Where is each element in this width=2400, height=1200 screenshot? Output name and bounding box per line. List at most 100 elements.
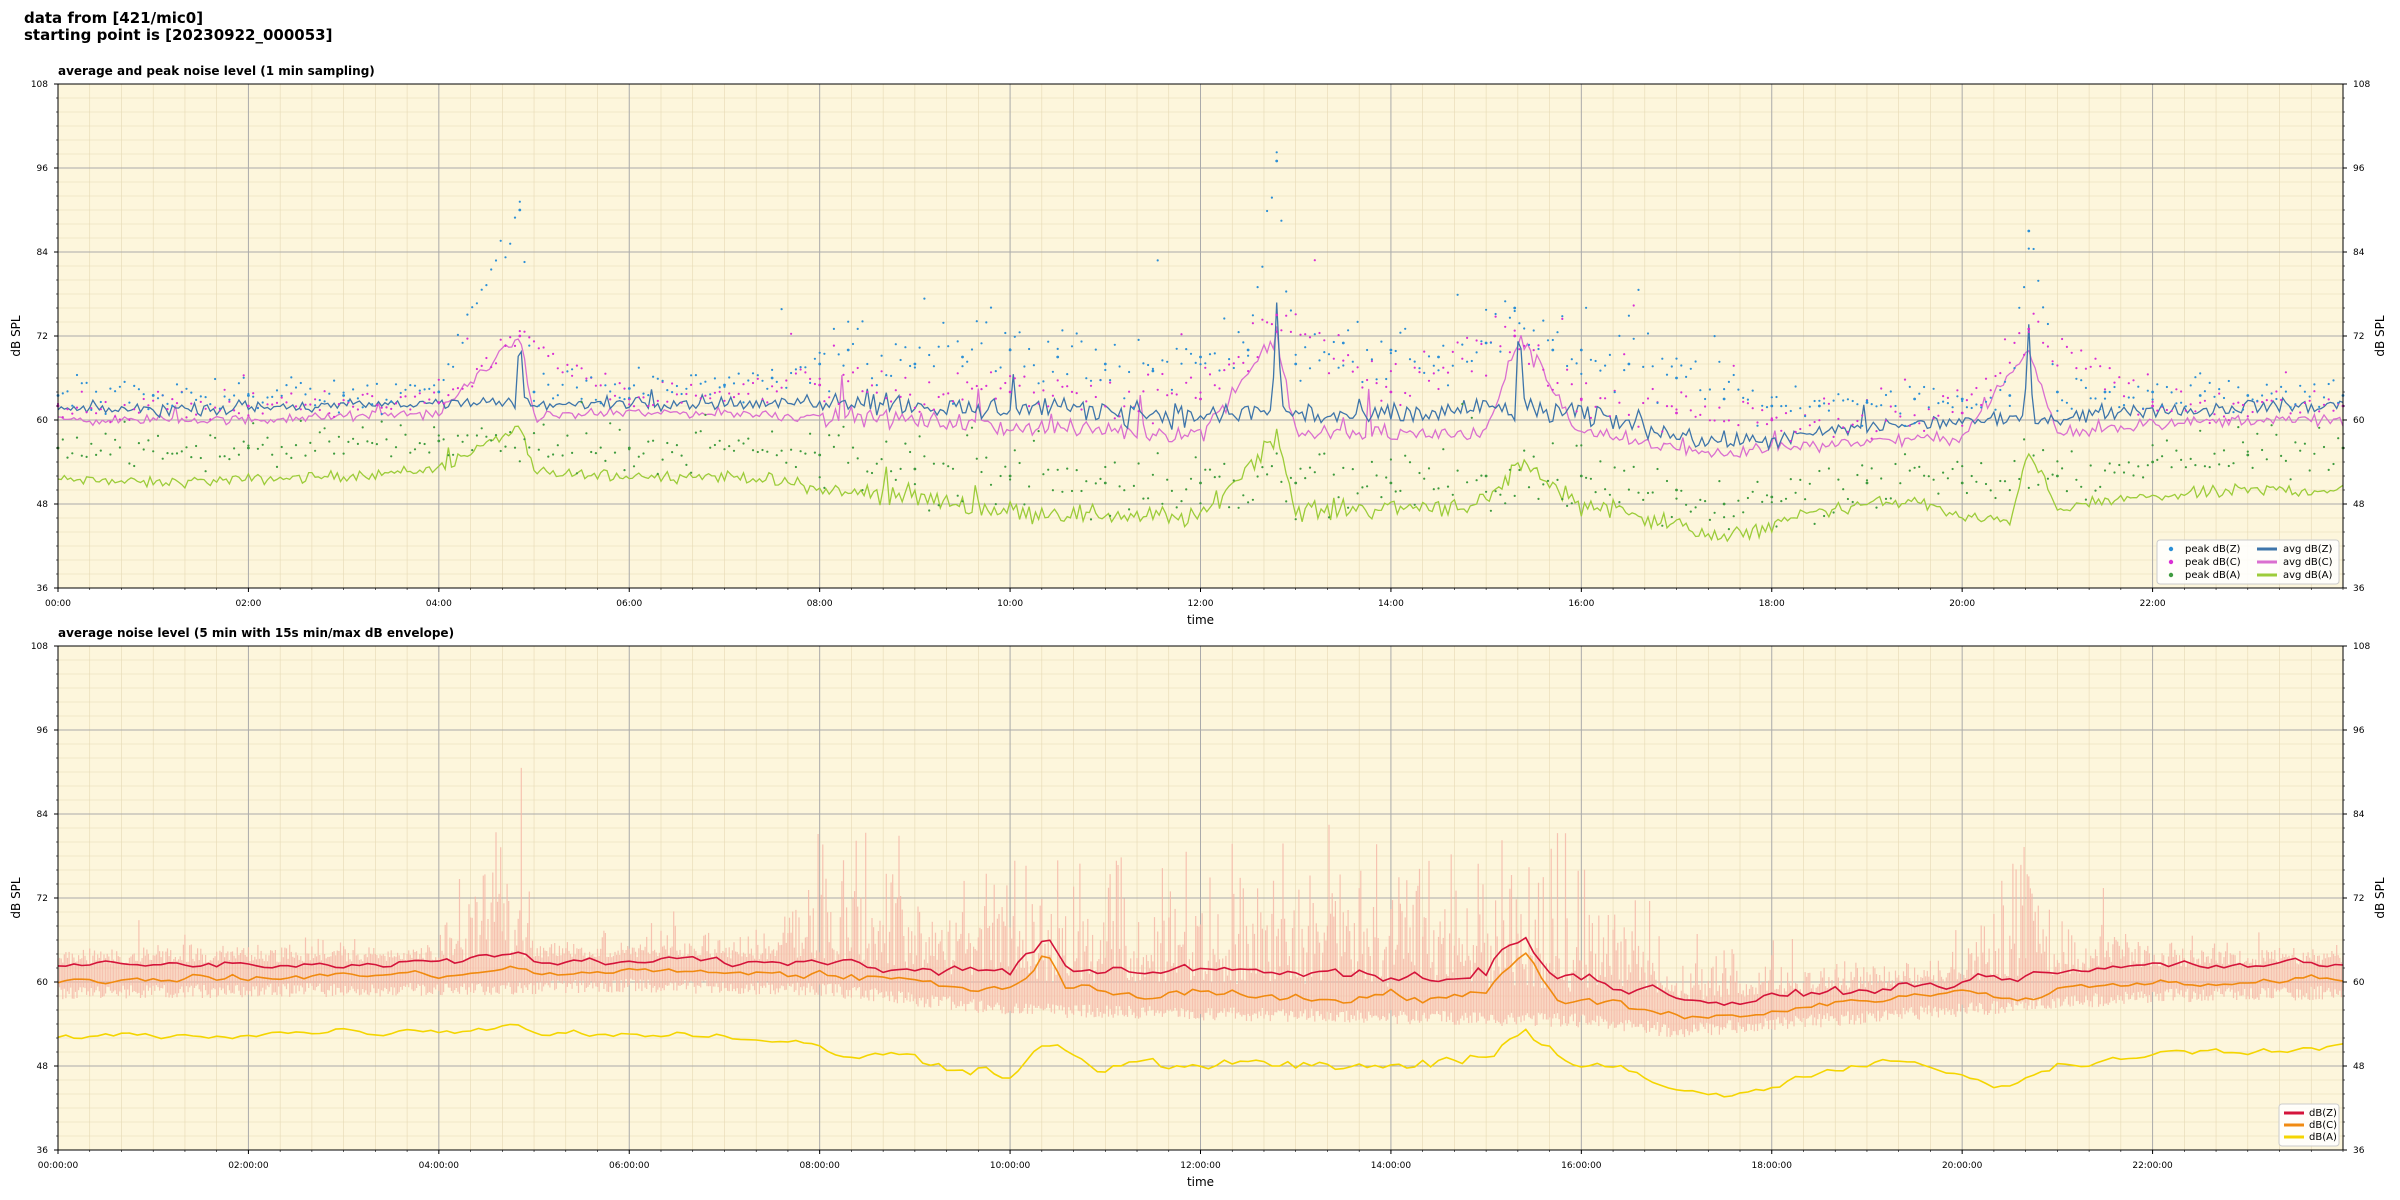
data-point xyxy=(2165,408,2168,412)
data-point xyxy=(1970,474,1973,478)
data-point xyxy=(2089,365,2092,368)
data-point xyxy=(1437,355,1440,359)
data-point xyxy=(2275,397,2278,401)
data-point xyxy=(1789,440,1792,443)
data-point xyxy=(1913,466,1916,469)
data-point xyxy=(2084,386,2087,389)
data-point xyxy=(1342,359,1345,362)
data-point xyxy=(1275,151,1278,154)
data-point xyxy=(1856,473,1859,477)
data-point xyxy=(156,434,160,437)
data-point xyxy=(704,394,707,397)
data-point xyxy=(851,342,855,346)
data-point xyxy=(1999,372,2002,375)
data-point xyxy=(909,393,912,396)
data-point xyxy=(1646,397,1650,400)
data-point xyxy=(1751,407,1754,410)
data-point xyxy=(1665,405,1669,408)
data-point xyxy=(1694,415,1697,418)
y-tick-label-right: 72 xyxy=(2353,332,2364,342)
data-point xyxy=(1032,391,1035,394)
data-point xyxy=(1337,366,1340,369)
data-point xyxy=(2127,382,2130,385)
data-point xyxy=(1218,387,1221,390)
data-point xyxy=(747,392,750,395)
data-point xyxy=(632,405,636,408)
data-point xyxy=(604,459,607,462)
data-point xyxy=(185,387,188,390)
data-point xyxy=(2180,458,2183,461)
data-point xyxy=(1423,477,1426,480)
data-point xyxy=(2203,390,2206,393)
data-point xyxy=(1347,354,1350,357)
data-point xyxy=(1028,485,1031,488)
data-point xyxy=(1013,449,1016,452)
data-point xyxy=(1337,496,1340,499)
data-point xyxy=(342,399,345,402)
data-point xyxy=(1118,485,1121,488)
data-point xyxy=(1194,361,1197,364)
data-point xyxy=(1923,474,1926,477)
data-point xyxy=(2161,455,2164,458)
data-point xyxy=(1485,374,1488,377)
data-point xyxy=(1166,478,1169,481)
data-point xyxy=(1623,369,1626,372)
data-point xyxy=(656,472,659,476)
data-point xyxy=(409,451,412,454)
data-point xyxy=(580,401,583,404)
data-point xyxy=(1532,455,1535,458)
data-point xyxy=(195,413,198,416)
data-point xyxy=(1446,371,1450,374)
data-point xyxy=(104,412,107,415)
data-point xyxy=(380,406,383,409)
data-point xyxy=(2032,454,2035,457)
data-point xyxy=(1151,369,1155,373)
series-line-avg-db-c- xyxy=(57,326,2344,458)
data-point xyxy=(742,401,745,404)
data-point xyxy=(756,377,759,380)
data-point xyxy=(1661,357,1664,360)
data-point xyxy=(942,462,945,465)
data-point xyxy=(209,434,212,437)
data-point xyxy=(1689,367,1692,370)
data-point xyxy=(1080,340,1083,343)
x-tick-label: 08:00 xyxy=(807,599,833,609)
data-point xyxy=(1537,344,1540,347)
data-point xyxy=(352,405,355,408)
data-point xyxy=(466,337,469,340)
data-point xyxy=(2008,404,2011,407)
data-point xyxy=(1004,381,1007,385)
data-point xyxy=(999,366,1002,369)
data-point xyxy=(494,362,498,365)
data-point xyxy=(918,410,921,413)
data-point xyxy=(80,382,83,385)
data-point xyxy=(1875,506,1878,509)
data-point xyxy=(2308,395,2311,398)
data-point xyxy=(1580,444,1583,447)
data-point xyxy=(947,465,950,468)
data-point xyxy=(1723,388,1726,391)
data-point xyxy=(1175,347,1178,350)
data-point xyxy=(1927,406,1930,409)
data-point xyxy=(1637,425,1640,428)
data-point xyxy=(2023,438,2026,441)
data-point xyxy=(1937,492,1940,495)
data-point xyxy=(1794,491,1797,494)
data-point xyxy=(2218,392,2221,395)
data-point xyxy=(195,444,198,448)
data-point xyxy=(471,385,474,388)
data-point xyxy=(2018,306,2021,309)
data-point xyxy=(2075,377,2078,380)
data-point xyxy=(2232,402,2235,405)
data-point xyxy=(666,400,669,403)
data-point xyxy=(1128,390,1131,393)
data-point xyxy=(1304,346,1307,349)
data-point xyxy=(1080,489,1083,493)
data-point xyxy=(1418,371,1421,374)
data-point xyxy=(1546,384,1550,387)
data-point xyxy=(1028,405,1031,408)
data-point xyxy=(1784,404,1788,407)
data-point xyxy=(1804,498,1807,501)
data-point xyxy=(1566,504,1569,507)
series-line-db-c- xyxy=(57,952,2344,1020)
